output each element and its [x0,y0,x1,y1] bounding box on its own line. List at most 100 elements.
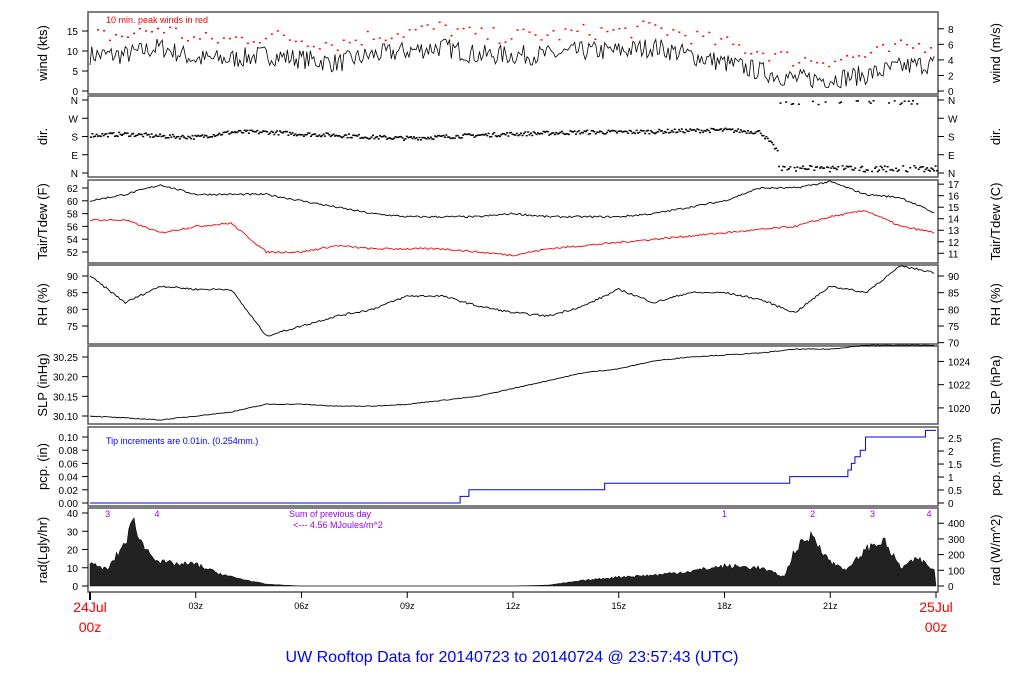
slp-left-tick-label: 30.15 [53,392,78,403]
peak-wind-point [396,33,399,35]
x-axis-tick-label: 03z [188,601,203,611]
peak-wind-point [133,32,136,35]
wind-direction-point [590,129,593,132]
wind-direction-point [342,135,345,138]
temp-left-tick-label: 56 [67,222,79,233]
peak-wind-point [768,60,771,62]
wind-direction-point [821,167,824,169]
wind-direction-point [166,136,169,139]
wind-speed-line [89,38,935,89]
wind-direction-point [528,133,531,136]
wind-direction-point [424,137,427,139]
peak-wind-point [564,28,567,30]
wind-direction-point [917,168,920,171]
wind-direction-point [383,135,386,137]
wind-direction-point [494,135,497,137]
wind-direction-point [401,137,404,139]
wind-direction-point [324,135,327,137]
rad-left-tick-label: 30 [67,527,79,538]
wind-direction-point [617,130,620,133]
wind-direction-point [522,132,525,135]
slp-left-tick-label: 30.20 [53,373,78,384]
slp-right-tick-label: 1022 [948,381,971,392]
wind-direction-point [386,138,389,140]
wind-direction-point [133,135,136,138]
wind-direction-point [240,131,243,134]
wind-direction-point [586,129,589,132]
wind-direction-point [178,137,181,140]
pcp-right-tick-label: 2.5 [948,434,962,445]
peak-wind-point [852,56,855,58]
wind-direction-point [597,131,600,134]
wind-direction-point [903,100,906,102]
wind-direction-point [593,130,596,133]
wind-direction-point [381,135,384,138]
wind-direction-point [778,165,781,168]
wind-direction-point [816,166,819,168]
wind-direction-point [269,132,272,134]
peak-wind-point [342,39,345,41]
wind-direction-point [487,132,490,135]
wind-direction-point [607,129,610,132]
wind-direction-point [263,130,266,132]
wind-direction-point [302,135,305,137]
wind-direction-point [119,133,122,136]
peak-wind-point [186,39,189,42]
wind-direction-point [897,169,900,171]
wind-direction-point [405,135,408,138]
wind-direction-point [256,129,259,132]
wind-direction-point [314,133,317,135]
rh-right-tick-label: 75 [948,322,960,333]
temp-left-tick-label: 54 [67,235,79,246]
wind-direction-point [916,103,919,105]
wind-direction-point [435,136,438,138]
wind-direction-point [730,128,733,131]
rh-right-tick-label: 85 [948,289,960,300]
x-axis-start-hour: 00z [79,619,102,635]
wind-direction-point [177,135,180,138]
wind-direction-point [747,130,750,132]
wind-direction-point [380,136,383,138]
wind-direction-point [285,130,288,133]
wind-direction-point [804,168,807,170]
pcp-left-tick-label: 0.04 [59,473,79,484]
wind-direction-point [421,136,424,139]
wind-direction-point [108,132,111,135]
wind-direction-point [144,132,147,135]
wind-direction-point [728,128,731,130]
wind-direction-point [720,128,723,130]
peak-wind-point [810,60,813,62]
wind-direction-point [503,133,506,135]
peak-wind-point [115,34,118,36]
peak-wind-point [210,37,213,40]
wind-direction-point [909,167,912,169]
wind-direction-point [576,131,579,133]
wind-direction-point [452,137,455,139]
peak-wind-point [372,38,375,41]
wind-direction-point [235,131,238,134]
wind-direction-point [283,130,286,133]
wind-direction-point [287,134,290,136]
wind-direction-point [309,135,312,138]
peak-wind-point [240,36,243,39]
wind-direction-point [238,129,241,132]
tdew-line [89,209,935,257]
wind-direction-point [818,167,821,169]
peak-wind-point [192,36,195,38]
wind-direction-point [689,128,692,130]
peak-wind-point [876,46,879,48]
peak-wind-point [840,58,843,61]
wind-direction-point [498,135,501,138]
wind-direction-point [663,130,666,133]
dir-left-tick-label: N [71,96,78,107]
wind-direction-point [223,131,226,133]
wind-right-tick-label: 4 [948,56,954,67]
wind-direction-point [751,132,754,135]
wind-direction-point [377,138,380,140]
wind-direction-point [333,135,336,137]
peak-wind-point [684,34,687,37]
wind-direction-point [741,131,744,133]
wind-right-tick-label: 0 [948,87,954,98]
temp-right-tick-label: 14 [948,215,960,226]
